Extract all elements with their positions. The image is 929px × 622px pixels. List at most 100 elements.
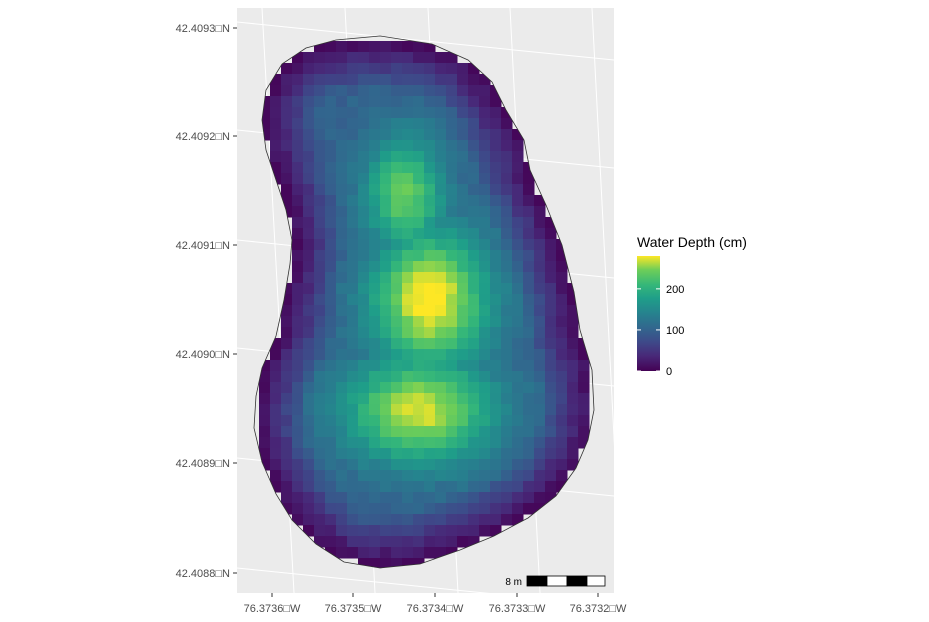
depth-cell — [369, 162, 381, 174]
depth-cell — [314, 404, 326, 416]
depth-cell — [479, 481, 491, 493]
depth-cell — [358, 536, 370, 548]
depth-cell — [424, 239, 436, 251]
depth-cell — [468, 415, 480, 427]
depth-cell — [336, 173, 348, 185]
depth-cell — [435, 217, 447, 229]
depth-cell — [413, 470, 425, 482]
depth-cell — [303, 118, 315, 130]
depth-cell — [292, 206, 304, 218]
depth-cell — [446, 63, 458, 75]
legend-ticks: 200 100 0 — [637, 284, 684, 378]
depth-cell — [413, 261, 425, 273]
depth-cell — [446, 195, 458, 207]
depth-cell — [523, 503, 535, 515]
depth-cell — [424, 162, 436, 174]
depth-cell — [369, 118, 381, 130]
depth-cell — [523, 371, 535, 383]
depth-cell — [424, 52, 436, 64]
depth-cell — [369, 228, 381, 240]
depth-cell — [281, 470, 293, 482]
depth-cell — [490, 261, 502, 273]
depth-cell — [358, 426, 370, 438]
depth-cell — [380, 558, 392, 568]
depth-cell — [347, 349, 359, 361]
depth-cell — [314, 52, 326, 64]
depth-cell — [380, 63, 392, 75]
depth-cell — [336, 107, 348, 119]
depth-cell — [402, 140, 414, 152]
depth-cell — [325, 250, 337, 262]
depth-cell — [380, 415, 392, 427]
depth-cell — [457, 448, 469, 460]
depth-cell — [325, 338, 337, 350]
depth-cell — [380, 327, 392, 339]
depth-cell — [457, 74, 469, 86]
depth-cell — [325, 470, 337, 482]
depth-cell — [556, 415, 568, 427]
depth-cell — [435, 250, 447, 262]
depth-cell — [402, 558, 414, 568]
depth-cell — [523, 162, 535, 174]
depth-cell — [336, 305, 348, 317]
depth-cell — [325, 173, 337, 185]
depth-cell — [402, 404, 414, 416]
depth-cell — [534, 404, 546, 416]
depth-cell — [413, 547, 425, 559]
depth-cell — [358, 525, 370, 537]
depth-cell — [347, 481, 359, 493]
depth-cell — [479, 206, 491, 218]
depth-cell — [567, 393, 579, 405]
depth-cell — [292, 195, 304, 207]
depth-cell — [446, 470, 458, 482]
depth-cell — [501, 261, 513, 273]
depth-cell — [435, 85, 447, 97]
depth-cell — [435, 492, 447, 504]
depth-cell — [380, 129, 392, 141]
depth-cell — [567, 283, 579, 295]
depth-cell — [303, 525, 315, 537]
depth-cell — [314, 162, 326, 174]
depth-cell — [490, 492, 502, 504]
depth-cell — [314, 173, 326, 185]
depth-cell — [391, 184, 403, 196]
depth-cell — [501, 316, 513, 328]
depth-cell — [457, 536, 469, 548]
depth-cell — [303, 283, 315, 295]
depth-cell — [435, 316, 447, 328]
depth-cell — [281, 129, 293, 141]
depth-cell — [479, 437, 491, 449]
depth-cell — [281, 74, 293, 86]
depth-cell — [347, 74, 359, 86]
depth-cell — [336, 74, 348, 86]
depth-cell — [314, 239, 326, 251]
depth-cell — [556, 349, 568, 361]
depth-cell — [292, 426, 304, 438]
depth-cell — [270, 459, 282, 471]
depth-cell — [270, 85, 282, 97]
depth-cell — [292, 272, 304, 284]
depth-cell — [578, 382, 590, 394]
depth-cell — [490, 327, 502, 339]
depth-cell — [391, 437, 403, 449]
depth-cell — [468, 448, 480, 460]
depth-cell — [369, 52, 381, 64]
depth-cell — [435, 547, 447, 559]
depth-cell — [578, 360, 590, 372]
depth-cell — [424, 151, 436, 163]
depth-cell — [490, 184, 502, 196]
depth-cell — [567, 316, 579, 328]
depth-cell — [314, 316, 326, 328]
depth-cell — [314, 206, 326, 218]
depth-cell — [314, 228, 326, 240]
depth-cell — [457, 140, 469, 152]
depth-cell — [347, 294, 359, 306]
depth-cell — [512, 514, 524, 526]
depth-cell — [424, 426, 436, 438]
depth-cell — [314, 305, 326, 317]
depth-cell — [534, 349, 546, 361]
depth-cell — [303, 129, 315, 141]
depth-cell — [435, 536, 447, 548]
depth-cell — [567, 448, 579, 460]
depth-cell — [446, 382, 458, 394]
